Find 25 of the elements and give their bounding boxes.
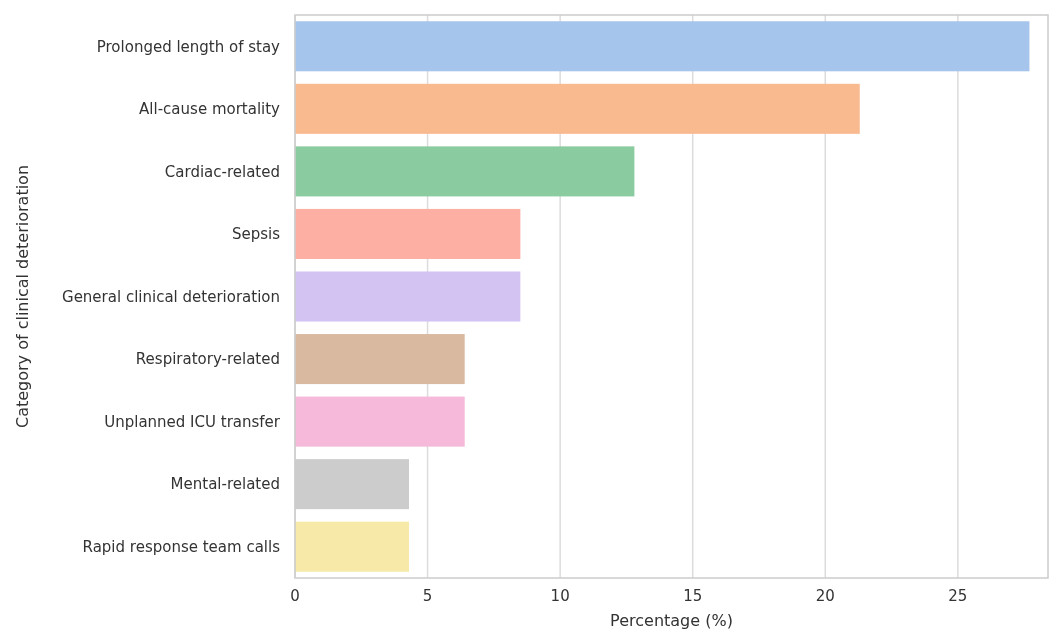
y-tick-label: Respiratory-related	[135, 350, 280, 369]
bar	[295, 334, 465, 385]
x-axis-title: Percentage (%)	[610, 611, 733, 630]
x-tick-label: 5	[422, 587, 433, 605]
y-tick-label: Mental-related	[170, 475, 280, 494]
bar	[295, 208, 521, 259]
bar	[295, 83, 860, 134]
bar	[295, 271, 521, 322]
bar	[295, 521, 410, 572]
y-tick-label: All-cause mortality	[139, 100, 281, 119]
x-tick-label: 10	[550, 587, 570, 605]
x-tick-label: 0	[290, 587, 300, 605]
x-tick-label: 15	[683, 587, 703, 605]
x-tick-label: 25	[948, 587, 968, 605]
y-tick-label: Unplanned ICU transfer	[104, 412, 281, 431]
y-tick-label: Prolonged length of stay	[96, 37, 281, 56]
y-tick-label: Cardiac-related	[164, 162, 280, 181]
bar	[295, 146, 635, 197]
bar	[295, 21, 1030, 72]
y-tick-label: Rapid response team calls	[82, 537, 281, 556]
y-tick-label: Sepsis	[231, 225, 281, 244]
x-tick-label: 20	[815, 587, 835, 605]
y-axis-title: Category of clinical deterioration	[13, 164, 32, 429]
y-tick-label: General clinical deterioration	[62, 287, 280, 306]
bar	[295, 396, 465, 447]
